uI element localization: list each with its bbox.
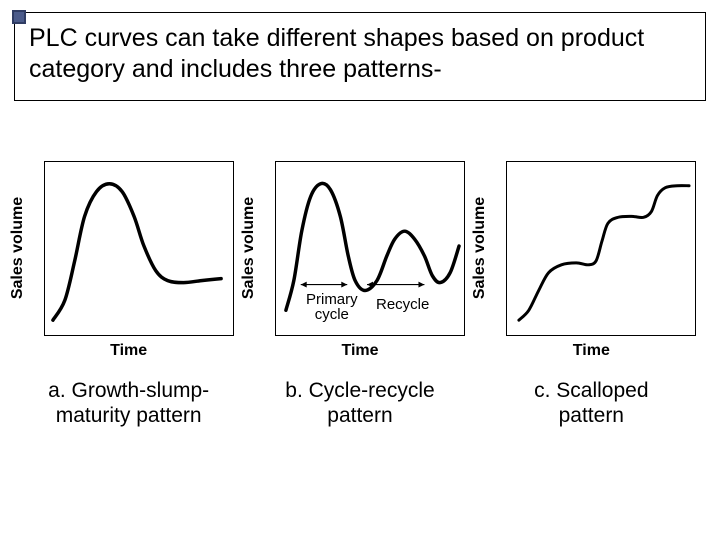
chart-a-area: Sales volume	[24, 161, 234, 336]
chart-c-area: Sales volume	[486, 161, 696, 336]
chart-b-ylabel: Sales volume	[240, 197, 258, 299]
chart-a-plot	[44, 161, 234, 336]
chart-c-caption-l1: c. Scalloped	[534, 379, 648, 402]
slide-title: PLC curves can take different shapes bas…	[29, 23, 691, 86]
chart-b-caption-l2: pattern	[327, 404, 392, 427]
chart-a-xlabel: Time	[110, 342, 147, 360]
chart-b-caption: b. Cycle-recycle pattern	[285, 378, 434, 428]
chart-c-caption: c. Scalloped pattern	[534, 378, 648, 428]
label-recycle-text: Recycle	[376, 296, 429, 313]
charts-row: Sales volume Time a. Growth-slump- matur…	[0, 101, 720, 428]
chart-c-ylabel: Sales volume	[471, 197, 489, 299]
chart-c-plot	[506, 161, 696, 336]
label-primary-l1: Primary	[306, 291, 358, 308]
chart-a-ylabel: Sales volume	[9, 197, 27, 299]
chart-a-caption: a. Growth-slump- maturity pattern	[48, 378, 209, 428]
panel-c: Sales volume Time c. Scalloped pattern	[483, 161, 700, 428]
chart-b-xlabel: Time	[341, 342, 378, 360]
chart-b-svg	[276, 162, 464, 335]
panel-a: Sales volume Time a. Growth-slump- matur…	[20, 161, 237, 428]
chart-c-svg	[507, 162, 695, 335]
chart-b-plot: Primary cycle Recycle	[275, 161, 465, 336]
chart-b-area: Sales volume Primary cycle Recycle	[255, 161, 465, 336]
chart-a-caption-l2: maturity pattern	[56, 404, 202, 427]
label-recycle: Recycle	[376, 297, 429, 313]
chart-c-caption-l2: pattern	[559, 404, 624, 427]
label-primary-cycle: Primary cycle	[306, 292, 358, 324]
chart-a-caption-l1: a. Growth-slump-	[48, 379, 209, 402]
label-primary-l2: cycle	[315, 306, 349, 323]
chart-b-caption-l1: b. Cycle-recycle	[285, 379, 434, 402]
panel-b: Sales volume Primary cycle Recycle Time …	[251, 161, 468, 428]
chart-c-xlabel: Time	[573, 342, 610, 360]
title-bullet-icon	[12, 10, 26, 24]
title-card: PLC curves can take different shapes bas…	[14, 12, 706, 101]
chart-a-svg	[45, 162, 233, 335]
